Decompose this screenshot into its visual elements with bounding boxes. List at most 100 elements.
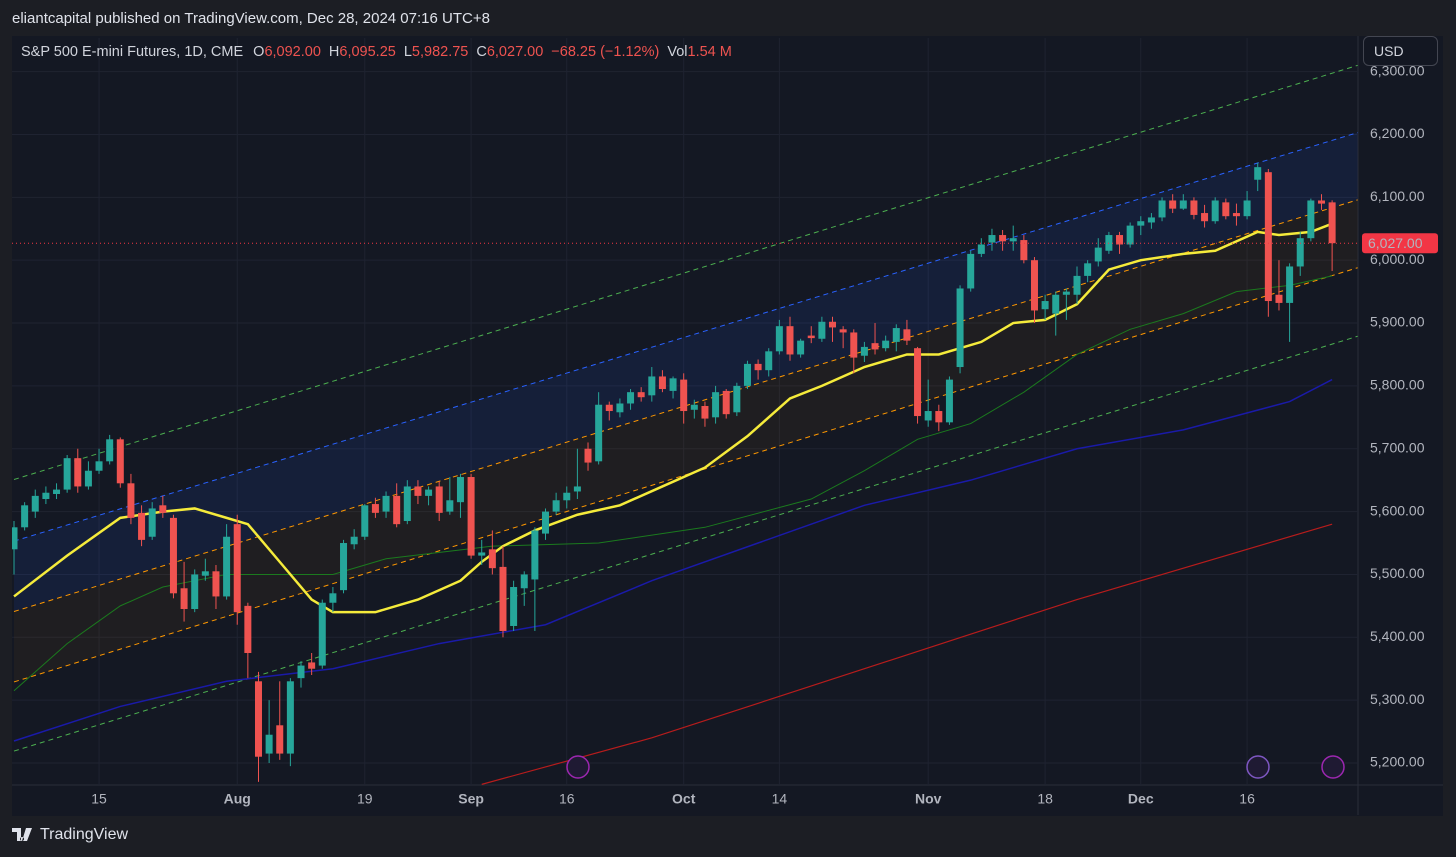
candle-body bbox=[1158, 200, 1166, 218]
y-tick-label: 5,900.00 bbox=[1370, 314, 1425, 330]
channel-band bbox=[14, 199, 1358, 682]
brand: TradingView bbox=[40, 826, 129, 843]
y-tick-label: 6,300.00 bbox=[1370, 62, 1425, 78]
y-tick-label: 6,100.00 bbox=[1370, 188, 1425, 204]
candle-body bbox=[478, 552, 486, 556]
y-tick-label: 5,600.00 bbox=[1370, 502, 1425, 518]
candle-body bbox=[1286, 266, 1294, 303]
candle-body bbox=[712, 392, 720, 418]
candle-body bbox=[839, 329, 847, 333]
candle-body bbox=[988, 235, 996, 243]
candle-body bbox=[361, 505, 369, 537]
candle-body bbox=[584, 448, 592, 463]
candle-body bbox=[945, 379, 953, 423]
candle-body bbox=[1020, 240, 1028, 261]
candle-body bbox=[1084, 263, 1092, 276]
candle-body bbox=[977, 244, 985, 254]
candle-body bbox=[733, 385, 741, 413]
currency-button[interactable]: USD bbox=[1363, 36, 1438, 66]
candle-body bbox=[350, 536, 358, 545]
x-tick-label: Aug bbox=[224, 791, 251, 807]
candle-body bbox=[595, 404, 603, 462]
candle-body bbox=[850, 332, 858, 358]
candle-body bbox=[882, 340, 890, 349]
candle-body bbox=[12, 527, 18, 550]
y-tick-label: 5,700.00 bbox=[1370, 439, 1425, 455]
candle-body bbox=[106, 439, 114, 462]
candle-body bbox=[1052, 294, 1060, 314]
candle-body bbox=[765, 351, 773, 371]
x-tick-label: Nov bbox=[915, 791, 942, 807]
candle-body bbox=[1073, 275, 1081, 295]
candle-body bbox=[393, 495, 401, 525]
candle-body bbox=[1222, 202, 1230, 217]
event-icon bbox=[1321, 755, 1345, 779]
candle-body bbox=[914, 348, 922, 417]
candle-body bbox=[775, 326, 783, 352]
candle-body bbox=[116, 439, 124, 484]
candle-body bbox=[318, 602, 326, 666]
candle-body bbox=[1094, 247, 1102, 262]
last-price-tag bbox=[1362, 233, 1438, 254]
candle-body bbox=[21, 505, 29, 528]
y-tick-label: 6,200.00 bbox=[1370, 125, 1425, 141]
candle-body bbox=[1201, 213, 1209, 222]
candle-body bbox=[201, 571, 209, 576]
candle-body bbox=[1041, 301, 1049, 310]
moving-average bbox=[13, 222, 1333, 614]
candle-body bbox=[669, 378, 677, 391]
ohlc-label: L bbox=[403, 44, 412, 60]
channel-line bbox=[13, 64, 1358, 481]
candle-body bbox=[414, 486, 422, 496]
candle-body bbox=[254, 681, 262, 757]
candle-body bbox=[223, 536, 231, 597]
candle-body bbox=[425, 489, 433, 496]
channel-line bbox=[13, 335, 1358, 752]
candle-body bbox=[63, 458, 71, 490]
plot bbox=[12, 38, 1358, 785]
candle-body bbox=[84, 470, 92, 487]
candle-body bbox=[999, 235, 1007, 242]
y-tick-label: 5,200.00 bbox=[1370, 754, 1425, 770]
candle-body bbox=[159, 505, 167, 513]
candle-body bbox=[1137, 221, 1145, 226]
candle-body bbox=[658, 376, 666, 390]
event-icon bbox=[1246, 755, 1270, 779]
candle-body bbox=[297, 665, 305, 679]
candle-body bbox=[563, 492, 571, 501]
candle-body bbox=[456, 477, 464, 503]
x-tick-label: 15 bbox=[91, 791, 107, 807]
x-tick-label: Oct bbox=[672, 791, 696, 807]
candle-body bbox=[1116, 235, 1124, 245]
ohlc-value: 6,027.00 bbox=[486, 44, 544, 60]
candle-body bbox=[1232, 213, 1240, 217]
candle-body bbox=[1126, 225, 1134, 245]
volume: 1.54 M bbox=[687, 44, 732, 60]
candle-body bbox=[818, 321, 826, 339]
candle-body bbox=[637, 392, 645, 398]
candle-body bbox=[1147, 217, 1155, 223]
candle-body bbox=[467, 477, 475, 556]
chart-background bbox=[12, 36, 1443, 816]
x-tick-label: 19 bbox=[357, 791, 373, 807]
candle-body bbox=[212, 571, 220, 597]
candle-body bbox=[829, 321, 837, 328]
candle-body bbox=[605, 404, 613, 412]
candle-body bbox=[956, 288, 964, 368]
candle-body bbox=[786, 326, 794, 355]
candle-body bbox=[1169, 200, 1177, 209]
candle-body bbox=[935, 411, 943, 423]
candle-body bbox=[1307, 200, 1315, 239]
candle-body bbox=[74, 458, 82, 487]
candle-body bbox=[286, 681, 294, 754]
y-tick-label: 5,500.00 bbox=[1370, 565, 1425, 581]
y-tick-label: 5,800.00 bbox=[1370, 377, 1425, 393]
candle-body bbox=[924, 411, 932, 421]
ohlc-value: 6,092.00 bbox=[264, 44, 321, 60]
candle-body bbox=[180, 588, 188, 610]
candle-body bbox=[1211, 200, 1219, 222]
candle-body bbox=[1062, 291, 1070, 295]
change: −68.25 (−1.12%) bbox=[551, 44, 660, 60]
moving-average bbox=[481, 523, 1333, 785]
candle-body bbox=[1190, 200, 1198, 215]
